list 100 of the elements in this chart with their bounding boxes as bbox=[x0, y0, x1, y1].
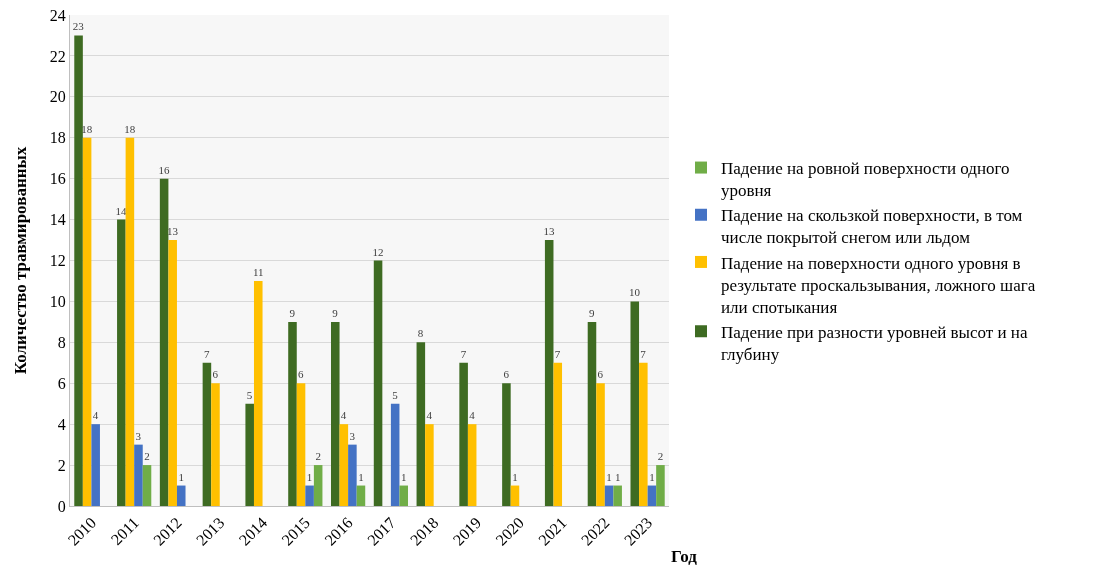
bar bbox=[125, 137, 135, 506]
data-label: 23 bbox=[72, 20, 85, 33]
bar bbox=[134, 444, 143, 506]
y-tick-label: 2 bbox=[57, 456, 66, 474]
x-tick-label: 2011 bbox=[107, 513, 142, 549]
data-label: 9 bbox=[588, 306, 595, 319]
data-label: 6 bbox=[503, 368, 510, 381]
bar bbox=[117, 219, 126, 506]
bar bbox=[253, 280, 263, 506]
y-axis-title: Количество травмированных bbox=[11, 146, 30, 375]
data-label: 1 bbox=[306, 470, 313, 483]
y-tick-label: 12 bbox=[49, 252, 66, 270]
data-label: 2 bbox=[315, 450, 321, 463]
y-tick-label: 8 bbox=[57, 333, 66, 351]
data-label: 7 bbox=[640, 347, 647, 360]
x-axis-title: Год bbox=[671, 547, 698, 566]
data-label: 9 bbox=[289, 306, 296, 319]
bar bbox=[639, 362, 648, 506]
data-label: 6 bbox=[597, 368, 604, 381]
bar bbox=[245, 403, 254, 506]
data-label: 16 bbox=[158, 163, 170, 176]
bar bbox=[544, 240, 554, 506]
y-tick-label: 20 bbox=[49, 88, 66, 106]
data-label: 13 bbox=[543, 225, 555, 238]
legend-label: Падение на скользкой поверхности, в том числе покрытой снегом или льдом bbox=[720, 206, 1023, 248]
bar bbox=[211, 383, 220, 506]
y-tick-label: 18 bbox=[49, 129, 66, 147]
y-tick-label: 0 bbox=[57, 497, 66, 515]
data-label: 7 bbox=[460, 347, 467, 360]
data-label: 1 bbox=[606, 470, 612, 483]
bar bbox=[356, 485, 366, 506]
data-label: 2 bbox=[657, 450, 664, 463]
bar bbox=[656, 465, 665, 506]
bar bbox=[330, 321, 340, 506]
legend-label: Падение при разности уровней высот и на глубину bbox=[720, 322, 1028, 364]
bar bbox=[288, 321, 297, 506]
bar bbox=[416, 342, 426, 506]
bar bbox=[425, 424, 434, 506]
bar bbox=[553, 362, 563, 506]
data-label: 9 bbox=[332, 306, 339, 319]
data-label: 5 bbox=[392, 388, 399, 401]
bar bbox=[159, 178, 169, 506]
y-tick-label: 10 bbox=[49, 293, 66, 311]
bar bbox=[613, 485, 622, 506]
data-label: 1 bbox=[649, 470, 655, 483]
y-tick-label: 14 bbox=[49, 211, 66, 229]
data-label: 7 bbox=[203, 347, 210, 360]
y-tick-label: 24 bbox=[49, 6, 66, 24]
data-label: 3 bbox=[349, 429, 356, 442]
data-label: 18 bbox=[124, 122, 136, 135]
data-label: 6 bbox=[298, 368, 305, 381]
bar bbox=[373, 260, 383, 506]
data-label: 5 bbox=[246, 388, 253, 401]
y-tick-label: 4 bbox=[57, 415, 66, 433]
bar bbox=[202, 362, 212, 506]
y-tick-label: 6 bbox=[57, 374, 66, 392]
data-label: 6 bbox=[212, 368, 219, 381]
bar bbox=[399, 485, 409, 506]
data-label: 4 bbox=[426, 409, 433, 422]
data-label: 1 bbox=[178, 470, 184, 483]
bar bbox=[587, 321, 597, 506]
bar bbox=[647, 485, 657, 506]
data-label: 4 bbox=[469, 409, 476, 422]
y-tick-label: 22 bbox=[49, 47, 66, 65]
bar bbox=[296, 383, 306, 506]
legend-label: Падение на ровной поверхности одного уровня bbox=[720, 159, 1010, 201]
bar bbox=[467, 424, 477, 506]
bar bbox=[459, 362, 468, 506]
bar bbox=[74, 35, 83, 506]
data-label: 12 bbox=[372, 245, 384, 258]
bar bbox=[502, 383, 511, 506]
bar bbox=[348, 444, 357, 506]
data-label: 1 bbox=[614, 470, 621, 483]
data-label: 14 bbox=[115, 204, 128, 217]
bar bbox=[510, 485, 520, 506]
y-tick-label: 16 bbox=[49, 170, 66, 188]
bar bbox=[168, 240, 177, 506]
data-label: 7 bbox=[554, 347, 561, 360]
bar bbox=[596, 383, 605, 506]
bar bbox=[313, 465, 323, 506]
data-label: 10 bbox=[629, 286, 641, 299]
bar bbox=[339, 424, 349, 506]
bar bbox=[91, 424, 100, 506]
data-label: 3 bbox=[135, 429, 142, 442]
bar bbox=[176, 485, 186, 506]
data-label: 1 bbox=[512, 470, 518, 483]
data-label: 11 bbox=[252, 265, 264, 278]
bar bbox=[82, 137, 92, 506]
bar bbox=[305, 485, 314, 506]
data-label: 4 bbox=[92, 409, 99, 422]
legend-label: Падение на поверхности одного уровня в результате проскальзывания, ложного шага или спотыкания bbox=[720, 253, 1036, 317]
data-label: 2 bbox=[144, 450, 150, 463]
data-label: 1 bbox=[400, 470, 407, 483]
data-label: 13 bbox=[166, 225, 179, 238]
x-tick-label: 2021 bbox=[535, 513, 570, 549]
data-label: 4 bbox=[340, 409, 347, 422]
bar bbox=[142, 465, 152, 506]
bar bbox=[630, 301, 640, 506]
bar bbox=[390, 403, 400, 506]
bar bbox=[604, 485, 614, 506]
